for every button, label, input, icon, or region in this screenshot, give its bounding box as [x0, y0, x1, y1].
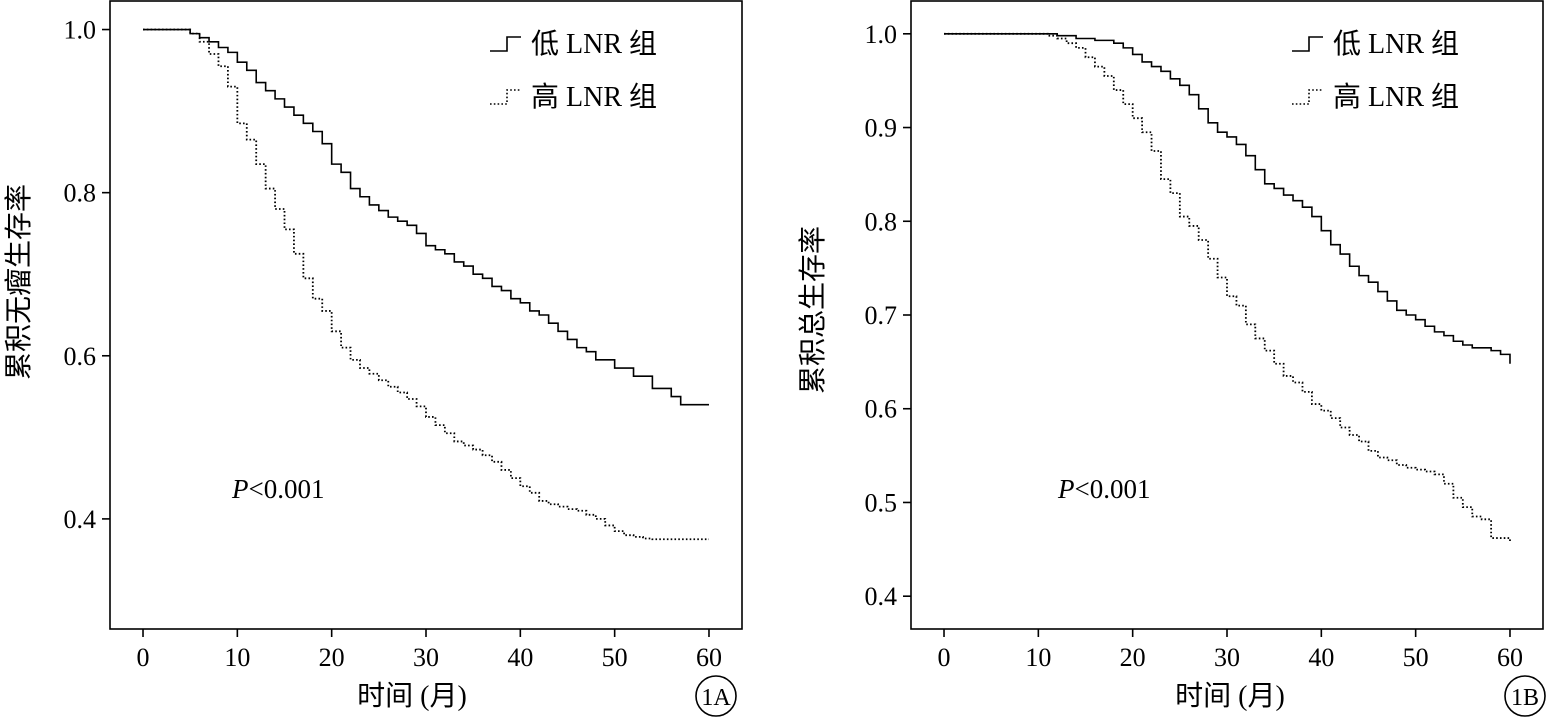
panel-1a: 0 10 20 30 40 50 60 0.4 0.6 0.8 1.0 时间 (月) 累积无瘤生存率 低 …: [3, 0, 743, 717]
y-tick-label: 0.9: [865, 114, 898, 143]
y-tick-label: 0.4: [865, 582, 898, 611]
x-tick-label: 10: [224, 643, 250, 672]
y-tick-label: 1.0: [865, 20, 898, 49]
p-value-prefix: P: [231, 474, 249, 504]
legend-swatch: [490, 36, 521, 52]
x-tick-label: 50: [602, 643, 628, 672]
panel-tag-circle: [1504, 675, 1546, 717]
panel-tag-circle: [695, 675, 737, 717]
x-tick-label: 20: [1120, 643, 1146, 672]
y-tick-label: 0.5: [865, 488, 898, 517]
survival-curve-low-lnr: [143, 28, 709, 406]
p-value-number: <0.001: [249, 474, 325, 504]
x-tick-label: 40: [1308, 643, 1334, 672]
y-axis-label: 累积无瘤生存率: [3, 184, 35, 380]
y-tick-label: 0.8: [64, 179, 97, 208]
x-tick-label: 40: [507, 643, 533, 672]
y-tick-label: 0.4: [64, 505, 97, 534]
y-tick-label: 0.8: [865, 207, 898, 236]
p-value-number: <0.001: [1075, 474, 1151, 504]
y-tick-label: 0.7: [865, 301, 898, 330]
panel-1b: 0 10 20 30 40 50 60 0.4 0.5 0.6 0.7 0.8 0.9 1.0 时间 (月)…: [797, 0, 1546, 717]
x-tick-label: 0: [137, 643, 150, 672]
legend-swatch: [1292, 89, 1323, 105]
survival-curve-high-lnr: [944, 32, 1511, 542]
x-tick-label: 0: [938, 643, 951, 672]
legend-label: 低 LNR 组: [531, 28, 657, 60]
legend-label: 低 LNR 组: [1333, 28, 1459, 60]
x-tick-label: 60: [696, 643, 722, 672]
x-tick-label: 60: [1497, 643, 1523, 672]
legend-swatch: [1292, 36, 1323, 52]
legend-swatch: [490, 89, 521, 105]
legend-label: 高 LNR 组: [531, 81, 657, 113]
y-tick-label: 0.6: [64, 342, 97, 371]
y-axis-label: 累积总生存率: [797, 226, 829, 394]
legend-label: 高 LNR 组: [1333, 81, 1459, 113]
p-value-annotation: P<0.001: [231, 474, 324, 504]
y-tick-label: 0.6: [865, 395, 898, 424]
panel-tag-label: 1B: [1511, 685, 1539, 711]
x-axis-label: 时间 (月): [357, 680, 467, 712]
p-value-prefix: P: [1057, 474, 1075, 504]
y-tick-label: 1.0: [64, 16, 97, 45]
survival-curve-low-lnr: [944, 33, 1511, 364]
panel-tag-label: 1A: [701, 685, 731, 711]
x-tick-label: 20: [319, 643, 345, 672]
x-tick-label: 10: [1025, 643, 1051, 672]
x-tick-label: 50: [1403, 643, 1429, 672]
x-tick-label: 30: [413, 643, 439, 672]
p-value-annotation: P<0.001: [1057, 474, 1150, 504]
x-axis-label: 时间 (月): [1175, 680, 1285, 712]
x-tick-label: 30: [1214, 643, 1240, 672]
survival-curve-high-lnr: [143, 28, 709, 541]
